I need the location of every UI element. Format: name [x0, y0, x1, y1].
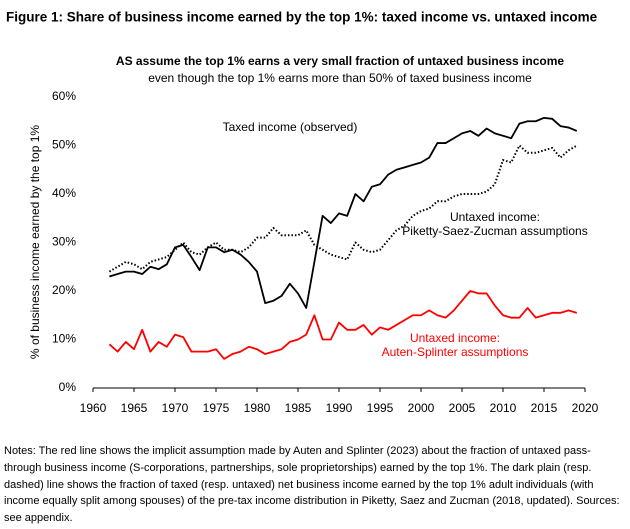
y-axis-label: % of business income earned by the top 1…	[28, 125, 42, 359]
x-tick-label: 1995	[367, 401, 394, 415]
chart-title: AS assume the top 1% earns a very small …	[116, 54, 564, 68]
x-tick-label: 2020	[572, 401, 599, 415]
x-tick-label: 1980	[244, 401, 271, 415]
series-line	[108, 290, 578, 360]
y-tick-label: 40%	[52, 186, 76, 200]
x-tick-label: 2015	[531, 401, 558, 415]
x-tick-label: 1960	[80, 401, 107, 415]
chart-subtitle: even though the top 1% earns more than 5…	[148, 71, 532, 85]
y-tick-label: 20%	[52, 283, 76, 297]
x-tick-label: 1975	[203, 401, 230, 415]
series-line	[108, 144, 578, 273]
x-tick-label: 2000	[408, 401, 435, 415]
series-label: Untaxed income:	[410, 331, 500, 345]
chart: Figure 1: Share of business income earne…	[6, 10, 599, 416]
x-tick-label: 1965	[121, 401, 148, 415]
x-tick-label: 1985	[285, 401, 312, 415]
y-tick-label: 30%	[52, 235, 76, 249]
y-tick-label: 60%	[52, 89, 76, 103]
series-label: Piketty-Saez-Zucman assumptions	[402, 224, 587, 238]
x-tick-label: 2005	[449, 401, 476, 415]
y-tick-label: 50%	[52, 138, 76, 152]
figure-title: Figure 1: Share of business income earne…	[6, 10, 598, 25]
series-label: Taxed income (observed)	[223, 120, 358, 134]
x-tick-label: 1970	[162, 401, 189, 415]
series-label: Auten-Splinter assumptions	[382, 345, 529, 359]
x-tick-label: 1990	[326, 401, 353, 415]
series-line	[109, 116, 578, 309]
notes: Notes: The red line shows the implicit a…	[4, 445, 620, 525]
series-label: Untaxed income:	[450, 210, 540, 224]
y-tick-label: 10%	[52, 332, 76, 346]
y-tick-label: 0%	[59, 380, 77, 394]
x-tick-label: 2010	[490, 401, 517, 415]
